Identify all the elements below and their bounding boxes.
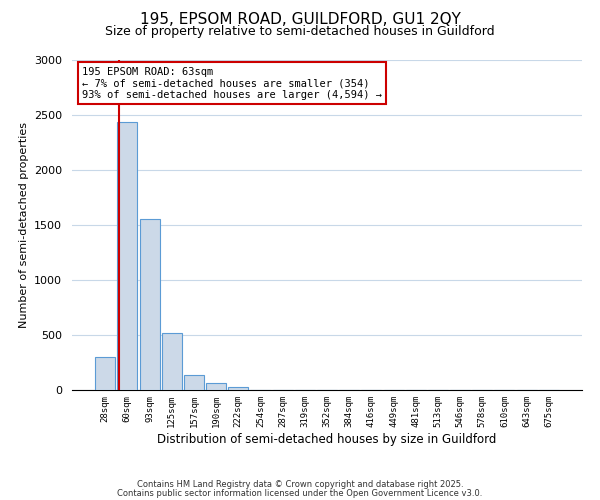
Bar bbox=[118, 122, 137, 390]
Bar bbox=[184, 374, 204, 390]
Bar bbox=[228, 386, 248, 390]
Bar bbox=[95, 357, 115, 390]
Bar bbox=[206, 384, 226, 390]
Text: Contains HM Land Registry data © Crown copyright and database right 2025.: Contains HM Land Registry data © Crown c… bbox=[137, 480, 463, 489]
Text: Size of property relative to semi-detached houses in Guildford: Size of property relative to semi-detach… bbox=[105, 25, 495, 38]
Y-axis label: Number of semi-detached properties: Number of semi-detached properties bbox=[19, 122, 29, 328]
Bar bbox=[140, 219, 160, 390]
Text: Contains public sector information licensed under the Open Government Licence v3: Contains public sector information licen… bbox=[118, 488, 482, 498]
Text: 195, EPSOM ROAD, GUILDFORD, GU1 2QY: 195, EPSOM ROAD, GUILDFORD, GU1 2QY bbox=[140, 12, 460, 28]
X-axis label: Distribution of semi-detached houses by size in Guildford: Distribution of semi-detached houses by … bbox=[157, 432, 497, 446]
Text: 195 EPSOM ROAD: 63sqm
← 7% of semi-detached houses are smaller (354)
93% of semi: 195 EPSOM ROAD: 63sqm ← 7% of semi-detac… bbox=[82, 66, 382, 100]
Bar bbox=[162, 333, 182, 390]
